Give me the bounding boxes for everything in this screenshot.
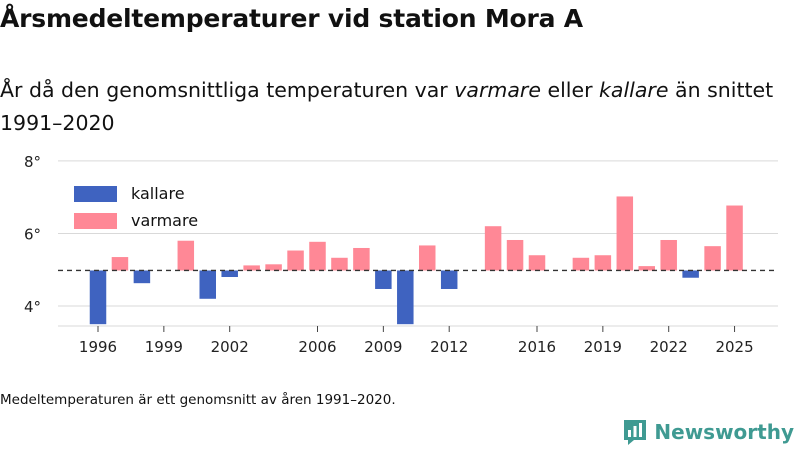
bar-1998	[133, 270, 151, 284]
subtitle-warm-word: varmare	[454, 78, 541, 102]
bar-2025	[726, 205, 743, 271]
bar-2016	[528, 255, 546, 271]
bar-2005	[287, 250, 304, 271]
bar-2024	[704, 246, 721, 271]
bar-2022	[660, 239, 677, 271]
bar-1997	[111, 257, 129, 271]
x-tick-label: 2012	[430, 338, 468, 356]
bar-2020	[616, 196, 634, 271]
x-tick-label: 2025	[715, 338, 753, 356]
bar-2023	[682, 270, 699, 278]
bar-2008	[353, 247, 370, 271]
bar-chart: 4° 6° 8° 1996 1999 2002 2006 2009 2012 2016 2019 20…	[24, 153, 778, 356]
subtitle-cold-word: kallare	[599, 78, 669, 102]
legend-label-varmare: varmare	[131, 211, 198, 230]
bar-2007	[331, 257, 348, 271]
newsworthy-logo: Newsworthy	[622, 418, 794, 446]
bar-2019	[594, 255, 612, 271]
x-tick-label: 2009	[364, 338, 402, 356]
bar-2000	[177, 240, 195, 271]
x-tick-label: 2006	[298, 338, 336, 356]
subtitle-middle: eller	[540, 78, 600, 102]
y-tick-label: 4°	[24, 298, 41, 316]
legend-swatch-varmare	[74, 213, 117, 229]
x-tick-label: 2019	[584, 338, 622, 356]
newsworthy-icon	[624, 420, 647, 445]
x-tick-label: 2016	[518, 338, 556, 356]
legend-label-kallare: kallare	[131, 184, 185, 203]
footnote: Medeltemperaturen är ett genomsnitt av å…	[0, 392, 396, 408]
chart-subtitle: År då den genomsnittliga temperaturen va…	[0, 74, 790, 140]
bar-2001	[199, 270, 216, 299]
bar-2018	[572, 257, 590, 271]
chart-title: Årsmedeltemperaturer vid station Mora A	[0, 4, 583, 33]
bar-2021	[638, 266, 655, 271]
legend-swatch-kallare	[74, 186, 117, 202]
bar-2014	[484, 226, 502, 271]
subtitle-suffix: än snittet 1991–2020	[0, 78, 774, 135]
y-tick-label: 6°	[24, 225, 41, 243]
bar-2004	[265, 264, 282, 271]
bar-2006	[309, 241, 326, 271]
bar-2002	[221, 270, 238, 278]
x-tick-label: 2022	[650, 338, 688, 356]
bar-2009	[375, 270, 392, 289]
bar-1996	[89, 270, 107, 325]
bar-2012	[440, 270, 458, 289]
subtitle-prefix: År då den genomsnittliga temperaturen va…	[0, 78, 455, 102]
bar-2010	[397, 270, 414, 325]
x-tick-label: 1996	[79, 338, 117, 356]
bar-2003	[243, 265, 260, 271]
bar-2011	[419, 245, 436, 271]
brand-name: Newsworthy	[654, 420, 794, 444]
y-tick-label: 8°	[24, 153, 41, 171]
bar-2015	[506, 239, 524, 271]
x-tick-label: 2002	[211, 338, 249, 356]
x-tick-label: 1999	[145, 338, 183, 356]
